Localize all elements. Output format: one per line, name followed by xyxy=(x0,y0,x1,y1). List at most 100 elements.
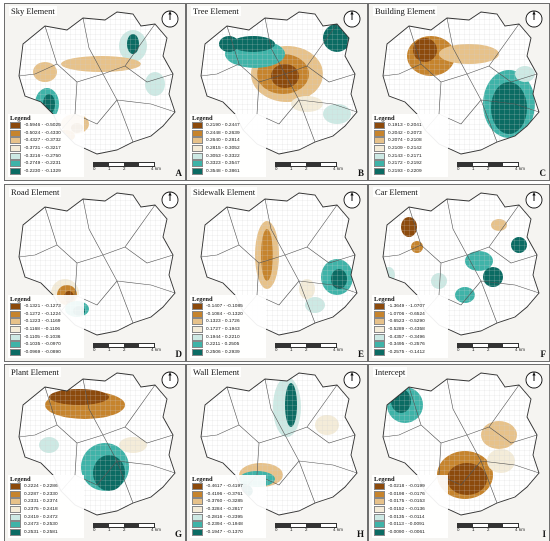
scale-tick-label: 4 xyxy=(151,166,154,171)
scale-tick-label: 1 xyxy=(108,347,111,352)
legend-swatch xyxy=(10,513,21,521)
map-panel-c: Building Element Legend 0.1913 - 0.2041 0.2… xyxy=(368,3,550,181)
legend-swatch xyxy=(374,129,385,137)
legend-item: -1.3649 - -1.0707 xyxy=(374,303,446,311)
panel-title: Sidewalk Element xyxy=(191,187,258,197)
legend-swatch xyxy=(374,483,385,491)
legend: Legend 0.2190 - 0.2447 0.2448 - 0.2639 0.26… xyxy=(190,113,266,177)
legend-title: Legend xyxy=(10,114,31,122)
scale-bar-graphic xyxy=(93,343,155,348)
scale-bar: 0 1 2 4 km xyxy=(457,343,527,353)
legend-label: -0.5946 - -0.5025 xyxy=(24,123,61,129)
legend-swatch xyxy=(10,505,21,513)
panel-letter: I xyxy=(542,529,546,539)
legend-item: -0.0113 - -0.0091 xyxy=(374,521,446,529)
legend-swatch xyxy=(192,498,203,506)
legend-item: 0.2531 - 0.2581 xyxy=(10,528,82,536)
legend-label: 0.2375 - 0.2418 xyxy=(24,506,58,512)
legend-item: -0.1321 - -0.1273 xyxy=(10,303,82,311)
legend-label: 0.2042 - 0.2073 xyxy=(388,130,422,136)
legend-label: 0.1727 - 0.1943 xyxy=(206,326,240,332)
legend-item: -0.0090 - -0.0061 xyxy=(374,528,446,536)
subdistrict-boundary xyxy=(82,17,104,75)
subdistrict-boundary xyxy=(18,63,58,77)
legend-label: -0.3760 - -0.3285 xyxy=(206,499,243,505)
subdistrict-boundary xyxy=(18,244,58,258)
scale-tick-label: 4 xyxy=(515,347,518,352)
legend-item: 0.1323 - 0.1726 xyxy=(192,318,264,326)
legend-label: -0.1223 - -0.1169 xyxy=(24,319,61,325)
map-panel-b: Tree Element Legend 0.2190 - 0.2447 0.2448 … xyxy=(186,3,368,181)
scale-bar-graphic xyxy=(457,162,519,167)
scale-tick-label: 2 xyxy=(123,166,126,171)
legend-label: 0.2331 - 0.2374 xyxy=(24,499,58,505)
subdistrict-boundary xyxy=(408,384,520,444)
legend-label: -0.1321 - -0.1273 xyxy=(24,304,61,310)
legend-item: 0.2211 - 0.2505 xyxy=(192,341,264,349)
scale-unit: km xyxy=(519,347,525,352)
scale-unit: km xyxy=(155,527,161,532)
legend-label: -0.0198 - -0.0176 xyxy=(388,491,425,497)
legend-swatch xyxy=(10,325,21,333)
panel-letter: B xyxy=(357,168,364,178)
legend-label: -0.4357 - -0.3496 xyxy=(388,334,425,340)
scale-bar: 0 1 2 4 km xyxy=(93,523,163,533)
scale-tick-label: 4 xyxy=(151,527,154,532)
subdistrict-boundary xyxy=(264,198,286,256)
legend-item: -0.1272 - -0.1224 xyxy=(10,310,82,318)
subdistrict-boundary xyxy=(488,65,538,83)
panel-title: Tree Element xyxy=(191,6,241,16)
legend: Legend -0.0218 - -0.0199 -0.0198 - -0.0176… xyxy=(372,474,448,538)
panel-title: Building Element xyxy=(373,6,438,16)
legend-swatch xyxy=(192,318,203,326)
legend-swatch xyxy=(10,341,21,349)
legend-swatch xyxy=(374,122,385,130)
legend-label: -1.3649 - -1.0707 xyxy=(388,304,425,310)
subdistrict-boundary xyxy=(488,426,538,444)
legend-swatch xyxy=(192,528,203,536)
legend-label: -0.5289 - -0.4358 xyxy=(388,326,425,332)
legend-item: 0.2448 - 0.2639 xyxy=(192,129,264,137)
legend: Legend -0.5946 - -0.5025 -0.5024 - -0.4330… xyxy=(8,113,84,177)
north-arrow-icon xyxy=(343,371,361,389)
legend-item: -0.1105 - -0.1036 xyxy=(10,333,82,341)
legend-title: Legend xyxy=(374,295,395,303)
scale-tick-label: 2 xyxy=(487,166,490,171)
scale-unit: km xyxy=(519,527,525,532)
legend: Legend 0.1913 - 0.2041 0.2042 - 0.2073 0.20… xyxy=(372,113,448,177)
legend-item: -0.0218 - -0.0199 xyxy=(374,483,446,491)
legend-item: 0.2506 - 0.2939 xyxy=(192,348,264,356)
legend-swatch xyxy=(374,521,385,529)
legend-title: Legend xyxy=(374,114,395,122)
subdistrict-boundary xyxy=(446,378,468,436)
legend-swatch xyxy=(192,521,203,529)
panel-letter: H xyxy=(356,529,364,539)
scale-bar-graphic xyxy=(93,523,155,528)
scale-tick-label: 4 xyxy=(515,527,518,532)
legend-item: -0.1223 - -0.1169 xyxy=(10,318,82,326)
legend-label: 0.2448 - 0.2639 xyxy=(206,130,240,136)
legend-swatch xyxy=(10,490,21,498)
panel-letter: A xyxy=(175,168,183,178)
legend-item: 0.3323 - 0.3547 xyxy=(192,160,264,168)
legend-swatch xyxy=(10,137,21,145)
legend-item: -0.1407 - -0.1085 xyxy=(192,303,264,311)
subdistrict-boundary xyxy=(44,23,156,83)
legend-item: -0.4357 - -0.3496 xyxy=(374,333,446,341)
scale-tick-label: 0 xyxy=(93,347,96,352)
legend-title: Legend xyxy=(192,475,213,483)
legend-swatch xyxy=(374,303,385,311)
legend-item: -0.4327 - -0.3732 xyxy=(10,137,82,145)
legend-swatch xyxy=(192,137,203,145)
subdistrict-boundary xyxy=(306,65,356,83)
legend-item: -0.5289 - -0.4358 xyxy=(374,325,446,334)
legend-swatch xyxy=(192,122,203,130)
legend-item: -0.0969 - -0.0890 xyxy=(10,348,82,356)
legend-item: -0.4617 - -0.4197 xyxy=(192,483,264,491)
north-arrow-icon xyxy=(343,10,361,28)
legend-item: -0.5024 - -0.4330 xyxy=(10,129,82,137)
legend-item: -0.2394 - -0.1948 xyxy=(192,521,264,529)
scale-unit: km xyxy=(337,166,343,171)
subdistrict-boundary xyxy=(446,198,468,256)
legend-item: -0.0175 - -0.0153 xyxy=(374,498,446,506)
